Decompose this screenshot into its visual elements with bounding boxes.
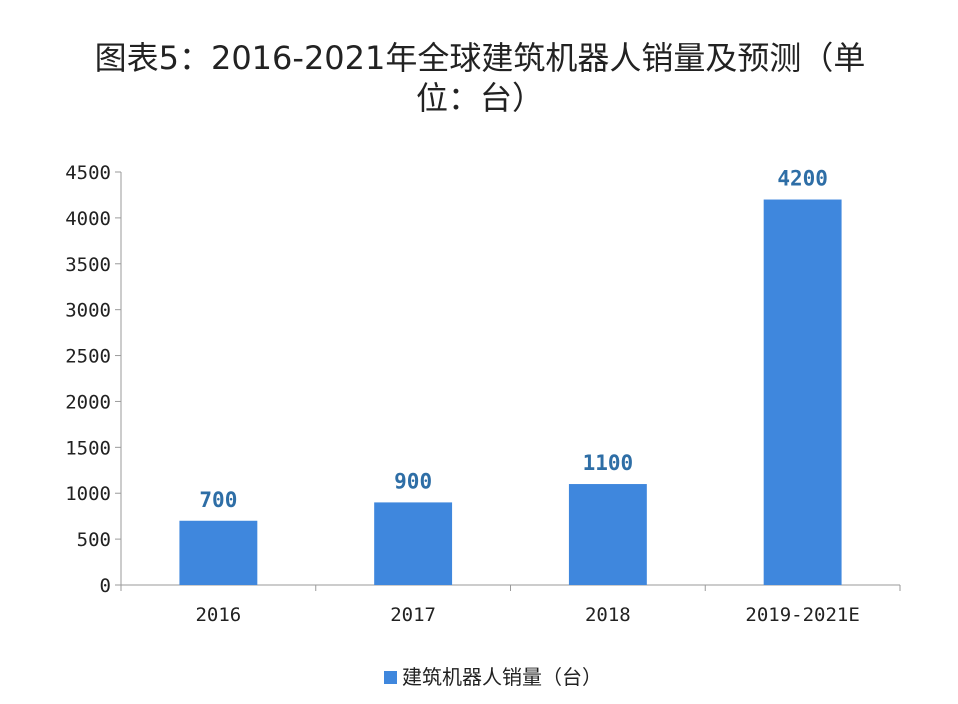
y-tick-label: 2000 <box>65 391 111 413</box>
legend-swatch <box>384 671 397 684</box>
legend-label: 建筑机器人销量（台） <box>402 665 602 689</box>
y-tick-label: 2500 <box>65 346 111 368</box>
data-label-2019-2021E: 4200 <box>777 167 828 191</box>
data-label-2018: 1100 <box>583 451 634 475</box>
bar-2017 <box>374 502 453 585</box>
y-tick-label: 3500 <box>65 254 111 276</box>
bar-2016 <box>179 520 258 585</box>
y-tick-label: 1500 <box>65 437 111 459</box>
bars <box>179 199 842 586</box>
x-category-label: 2019-2021E <box>745 604 859 626</box>
y-tick-label: 4000 <box>65 208 111 230</box>
y-axis: 0 500 1000 1500 2000 2500 3000 3500 4000 4500 <box>65 162 122 597</box>
x-category-label: 2018 <box>585 604 631 626</box>
y-tick-label: 4500 <box>65 162 111 184</box>
legend: 建筑机器人销量（台） <box>384 665 602 689</box>
y-tick-label: 500 <box>77 529 111 551</box>
x-category-label: 2017 <box>390 604 436 626</box>
data-label-2016: 700 <box>199 488 237 512</box>
y-tick-label: 0 <box>100 575 111 597</box>
bar-2019-2021E <box>763 199 842 586</box>
bar-2018 <box>568 484 647 585</box>
chart-title-line-1: 图表5：2016-2021年全球建筑机器人销量及预测（单 <box>94 39 866 77</box>
data-labels: 700 900 1100 4200 <box>199 167 828 512</box>
y-tick-label: 1000 <box>65 483 111 505</box>
data-label-2017: 900 <box>394 469 432 493</box>
x-category-label: 2016 <box>195 604 241 626</box>
chart-title-line-2: 位：台） <box>415 79 544 117</box>
y-tick-label: 3000 <box>65 300 111 322</box>
chart-title: 图表5：2016-2021年全球建筑机器人销量及预测（单 位：台） <box>60 38 900 118</box>
x-axis: 2016 2017 2018 2019-2021E <box>120 584 901 626</box>
